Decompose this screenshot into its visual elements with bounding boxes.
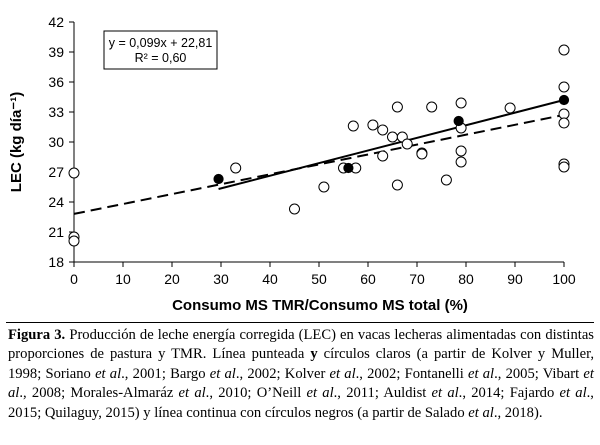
open-data-point [391, 179, 403, 191]
y-tick-label: 42 [48, 14, 64, 30]
x-tick-label: 30 [213, 271, 229, 287]
open-data-point [387, 131, 398, 143]
open-data-point [68, 167, 80, 179]
open-data-point [230, 162, 242, 174]
open-data-point [558, 81, 570, 93]
y-tick-label: 27 [48, 164, 64, 180]
x-tick-label: 50 [311, 271, 327, 287]
caption-line: Producción de leche energía corregida (L… [69, 327, 542, 343]
open-data-point [377, 124, 389, 136]
x-tick-label: 0 [70, 271, 78, 287]
x-tick-label: 40 [262, 271, 278, 287]
x-tick-label: 20 [164, 271, 180, 287]
x-tick-label: 100 [552, 271, 576, 287]
open-data-point [391, 101, 403, 113]
y-tick-label: 30 [48, 134, 64, 150]
y-tick-label: 18 [48, 254, 64, 270]
filled-data-point [213, 173, 224, 185]
chart-figure: 0 10 20 30 40 50 60 70 80 90 100 18 21 24 27 30 33 36 39 42… [8, 14, 576, 314]
y-tick-label: 24 [48, 194, 64, 210]
open-data-point [401, 138, 413, 150]
open-data-point [289, 203, 300, 215]
open-data-point [558, 117, 570, 129]
x-tick-label: 70 [409, 271, 425, 287]
y-tick-label: 39 [48, 44, 64, 60]
caption-line: 2011; Auldist et al., 2014; Fajardo et a… [8, 385, 594, 421]
filled-data-point [453, 115, 464, 127]
r-squared-text: R² = 0,60 [135, 51, 187, 65]
filled-data-point [343, 162, 354, 174]
filled-data-point [558, 94, 570, 106]
scatter-chart: 0 10 20 30 40 50 60 70 80 90 100 18 21 24 27 30 33 36 39 42… [8, 14, 576, 314]
x-axis-title: Consumo MS TMR/Consumo MS total (%) [172, 297, 468, 314]
y-tick-label: 36 [48, 74, 64, 90]
figure-label: Figura 3. [8, 327, 66, 343]
caption-line: Fontanelli et al., 2005; Vibart et al., … [8, 365, 594, 402]
open-data-point [504, 102, 516, 114]
y-tick-label: 33 [48, 104, 64, 120]
chart-ticks: 0 10 20 30 40 50 60 70 80 90 100 18 21 24 27 30 33 36 39 42 [48, 14, 575, 287]
open-data-point [68, 235, 80, 247]
caption-divider [6, 322, 594, 323]
open-data-point [318, 181, 330, 193]
equation-box-frame [103, 30, 218, 70]
open-data-point [455, 97, 467, 109]
x-tick-label: 80 [458, 271, 474, 287]
open-data-point [558, 161, 570, 173]
dashed-trend-line [73, 113, 565, 215]
open-data-point [455, 145, 467, 157]
x-tick-label: 90 [507, 271, 523, 287]
open-data-point [558, 44, 570, 56]
regression-lines [73, 99, 565, 215]
y-axis-title: LEC (kg día⁻¹) [8, 92, 25, 192]
open-data-point [426, 101, 438, 113]
open-data-point [440, 174, 452, 186]
solid-trend-line [218, 99, 565, 190]
caption-line: distintas proporciones de pastura y TMR.… [8, 327, 594, 363]
open-data-point [455, 156, 467, 168]
x-tick-label: 10 [115, 271, 131, 287]
equation-box: y = 0,099x + 22,81 R² = 0,60 [103, 30, 218, 70]
caption-line: Kolver y Muller, 1998; Soriano et al., 2… [8, 346, 594, 382]
equation-text: y = 0,099x + 22,81 [109, 36, 213, 50]
x-tick-label: 60 [360, 271, 376, 287]
data-points [68, 44, 570, 247]
figure-caption: Figura 3. Producción de leche energía co… [8, 326, 594, 423]
open-data-point [416, 148, 428, 160]
caption-line: círculos negros (a partir de Salado et a… [264, 404, 543, 421]
y-tick-label: 21 [48, 224, 64, 240]
open-data-point [347, 120, 359, 132]
open-data-point [377, 150, 389, 162]
open-data-point [367, 119, 379, 131]
